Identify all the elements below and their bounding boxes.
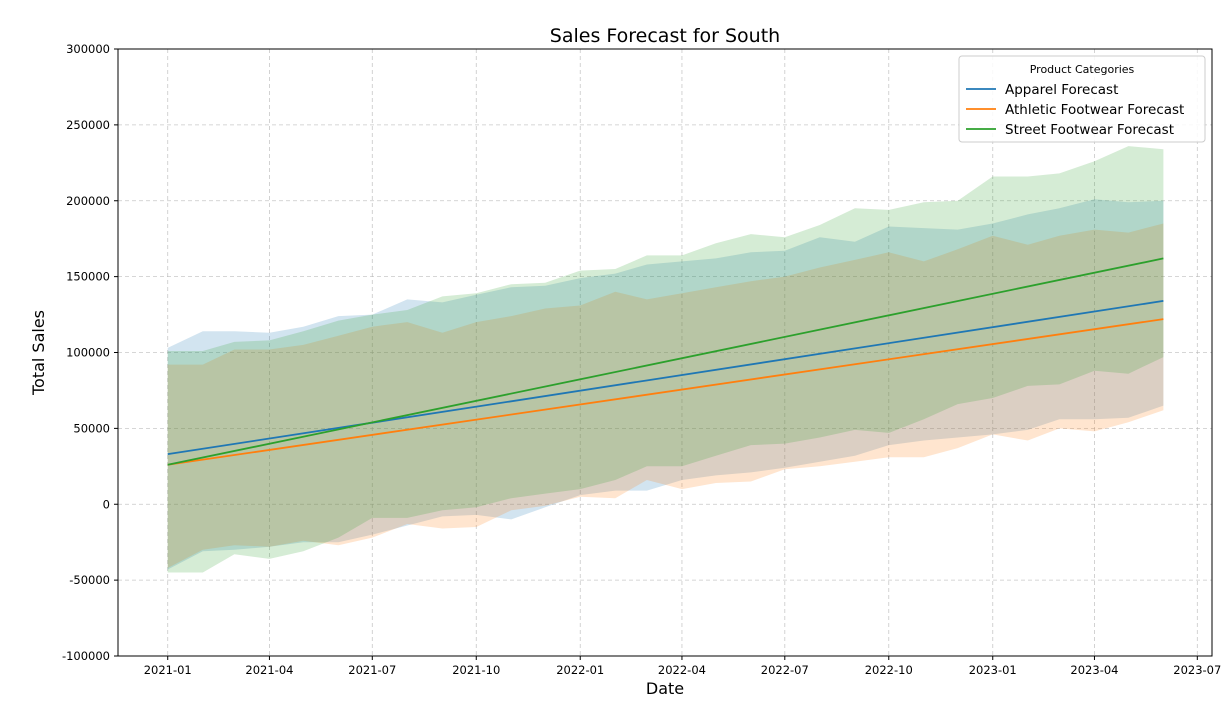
y-tick-label: -50000 (69, 573, 110, 587)
x-tick-label: 2022-01 (556, 663, 604, 677)
x-tick-label: 2022-10 (865, 663, 913, 677)
y-tick-label: 300000 (66, 42, 110, 56)
y-tick-label: -100000 (62, 649, 110, 663)
legend-box (958, 55, 1206, 143)
x-axis-label: Date (646, 679, 684, 698)
y-axis-label: Total Sales (29, 310, 48, 396)
x-tick-label: 2022-07 (761, 663, 809, 677)
apparel-forecast-line (167, 300, 1164, 456)
x-axis-ticks: 2021-01 2021-04 2021-07 2021-10 2022-01 2022-… (144, 656, 1221, 677)
x-tick-label: 2023-04 (1070, 663, 1118, 677)
apparel-forecast-band (167, 199, 1164, 570)
athletic-footwear-forecast-line (167, 318, 1164, 466)
y-tick-label: 250000 (66, 118, 110, 132)
chart-title: Sales Forecast for South (550, 25, 780, 47)
street-footwear-forecast-line (167, 257, 1164, 466)
x-tick-label: 2023-01 (969, 663, 1017, 677)
x-tick-label: 2022-04 (658, 663, 706, 677)
y-tick-label: 150000 (66, 270, 110, 284)
x-tick-label: 2021-07 (348, 663, 396, 677)
athletic-footwear-forecast-legend-label: Athletic Footwear Forecast (1005, 102, 1184, 118)
y-tick-label: 200000 (66, 194, 110, 208)
legend: Product Categories Apparel Forecast Athle… (958, 55, 1206, 143)
legend-items: Apparel Forecast Athletic Footwear Foreca… (966, 82, 1184, 138)
forecast-lines (167, 257, 1164, 466)
legend-title: Product Categories (1030, 63, 1135, 76)
x-tick-label: 2021-01 (144, 663, 192, 677)
apparel-forecast-legend-label: Apparel Forecast (1005, 82, 1118, 98)
x-tick-label: 2023-07 (1173, 663, 1221, 677)
y-tick-label: 0 (103, 497, 110, 511)
x-tick-label: 2021-10 (452, 663, 500, 677)
y-axis-ticks: -100000 -50000 0 50000 100000 150000 200000 250… (62, 42, 118, 663)
y-tick-label: 100000 (66, 346, 110, 360)
street-footwear-forecast-band (167, 146, 1164, 573)
x-tick-label: 2021-04 (245, 663, 293, 677)
y-tick-label: 50000 (73, 421, 110, 435)
street-footwear-forecast-legend-label: Street Footwear Forecast (1005, 122, 1174, 138)
